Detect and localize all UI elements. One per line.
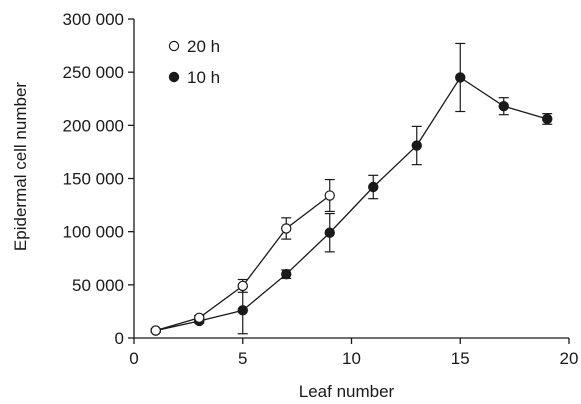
data-point (324, 227, 335, 238)
legend-label-10h: 10 h (187, 68, 220, 87)
data-point (455, 72, 466, 83)
y-tick-label: 300 000 (63, 10, 124, 29)
y-tick-label: 250 000 (63, 63, 124, 82)
data-point (281, 269, 292, 280)
x-axis-title: Leaf number (299, 382, 395, 401)
x-tick-label: 20 (560, 349, 579, 368)
axes: 0 50 000 100 000 150 000 200 000 250 000 300 0… (63, 10, 579, 368)
data-point (150, 325, 161, 336)
legend-label-20h: 20 h (187, 37, 220, 56)
data-point (237, 280, 248, 292)
legend-marker-10h (168, 71, 180, 83)
data-point (498, 100, 509, 112)
data-point (281, 223, 292, 234)
x-tick-label: 15 (451, 349, 470, 368)
y-tick-label: 200 000 (63, 116, 124, 135)
data-point (542, 113, 553, 125)
legend-marker-20h (168, 40, 180, 52)
y-tick-label: 100 000 (63, 223, 124, 242)
data-point (194, 312, 205, 323)
x-tick-label: 10 (342, 349, 361, 368)
data-point (324, 190, 335, 201)
series-20h (150, 178, 335, 336)
data-point (411, 140, 422, 151)
x-tick-label: 0 (129, 349, 138, 368)
series-10h (150, 42, 553, 336)
data-point (237, 305, 248, 316)
x-tick-label: 5 (238, 349, 247, 368)
legend: 20 h 10 h (168, 37, 220, 87)
series-layer (150, 42, 553, 336)
series-line (155, 76, 548, 332)
y-tick-label: 50 000 (72, 276, 124, 295)
x-ticks: 0 5 10 15 20 (129, 338, 578, 368)
y-tick-label: 150 000 (63, 170, 124, 189)
y-axis-title: Epidermal cell number (11, 82, 30, 251)
data-point (368, 181, 379, 193)
y-tick-label: 0 (115, 329, 124, 348)
y-ticks: 0 50 000 100 000 150 000 200 000 250 000 300 0… (63, 10, 134, 348)
